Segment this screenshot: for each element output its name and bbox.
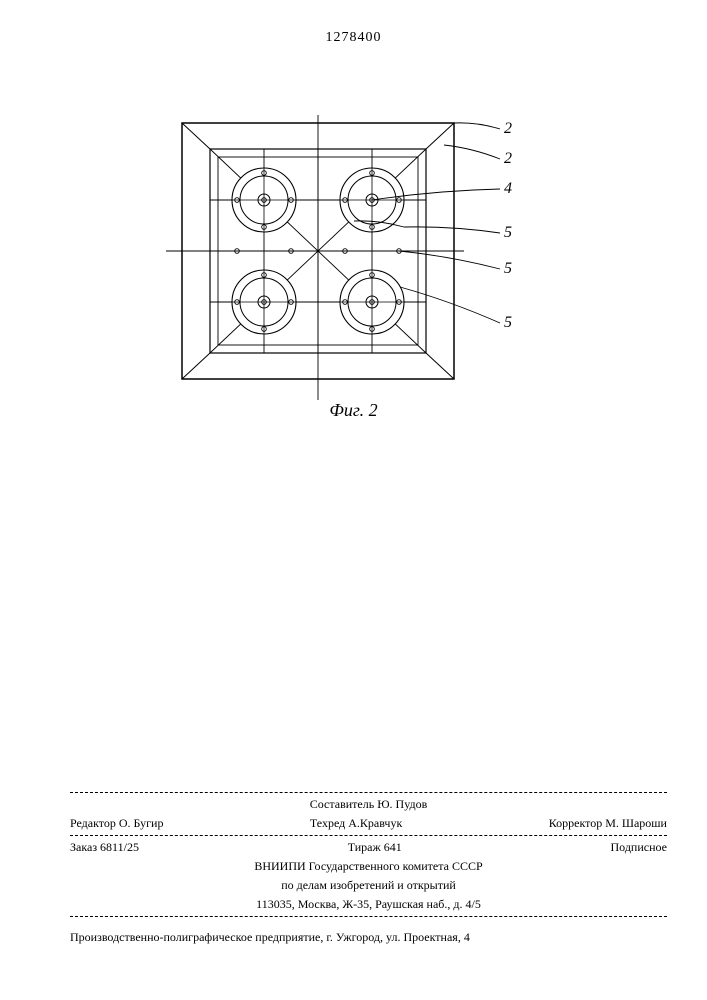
svg-text:5: 5 (504, 260, 512, 277)
figure-svg: 2 2 4 5 5 5 (144, 115, 519, 400)
page-number: 1278400 (326, 30, 382, 46)
divider (70, 916, 667, 917)
org-line2: по делам изобретений и открытий (70, 876, 667, 895)
corrector-label: Корректор М. Шароши (549, 816, 667, 831)
printer-line: Производственно-полиграфическое предприя… (70, 930, 667, 945)
divider (70, 835, 667, 836)
figure-2: 2 2 4 5 5 5 (144, 115, 519, 400)
order-number: Заказ 6811/25 (70, 840, 139, 855)
order-row: Заказ 6811/25 Тираж 641 Подписное (70, 838, 667, 857)
divider (70, 792, 667, 793)
techred-label: Техред А.Кравчук (310, 816, 402, 831)
editor-label: Редактор О. Бугир (70, 816, 163, 831)
svg-text:5: 5 (504, 314, 512, 331)
subscription: Подписное (611, 840, 668, 855)
footer-block: Составитель Ю. Пудов Редактор О. Бугир Т… (70, 790, 667, 919)
svg-text:2: 2 (504, 150, 512, 167)
svg-text:2: 2 (504, 120, 512, 137)
svg-text:5: 5 (504, 224, 512, 241)
tirazh: Тираж 641 (348, 840, 402, 855)
svg-text:4: 4 (504, 180, 512, 197)
org-address: 113035, Москва, Ж-35, Раушская наб., д. … (70, 895, 667, 914)
compiler-line: Составитель Ю. Пудов (70, 795, 667, 814)
figure-caption: Фиг. 2 (329, 400, 377, 421)
credits-row: Редактор О. Бугир Техред А.Кравчук Корре… (70, 814, 667, 833)
org-line1: ВНИИПИ Государственного комитета СССР (70, 857, 667, 876)
